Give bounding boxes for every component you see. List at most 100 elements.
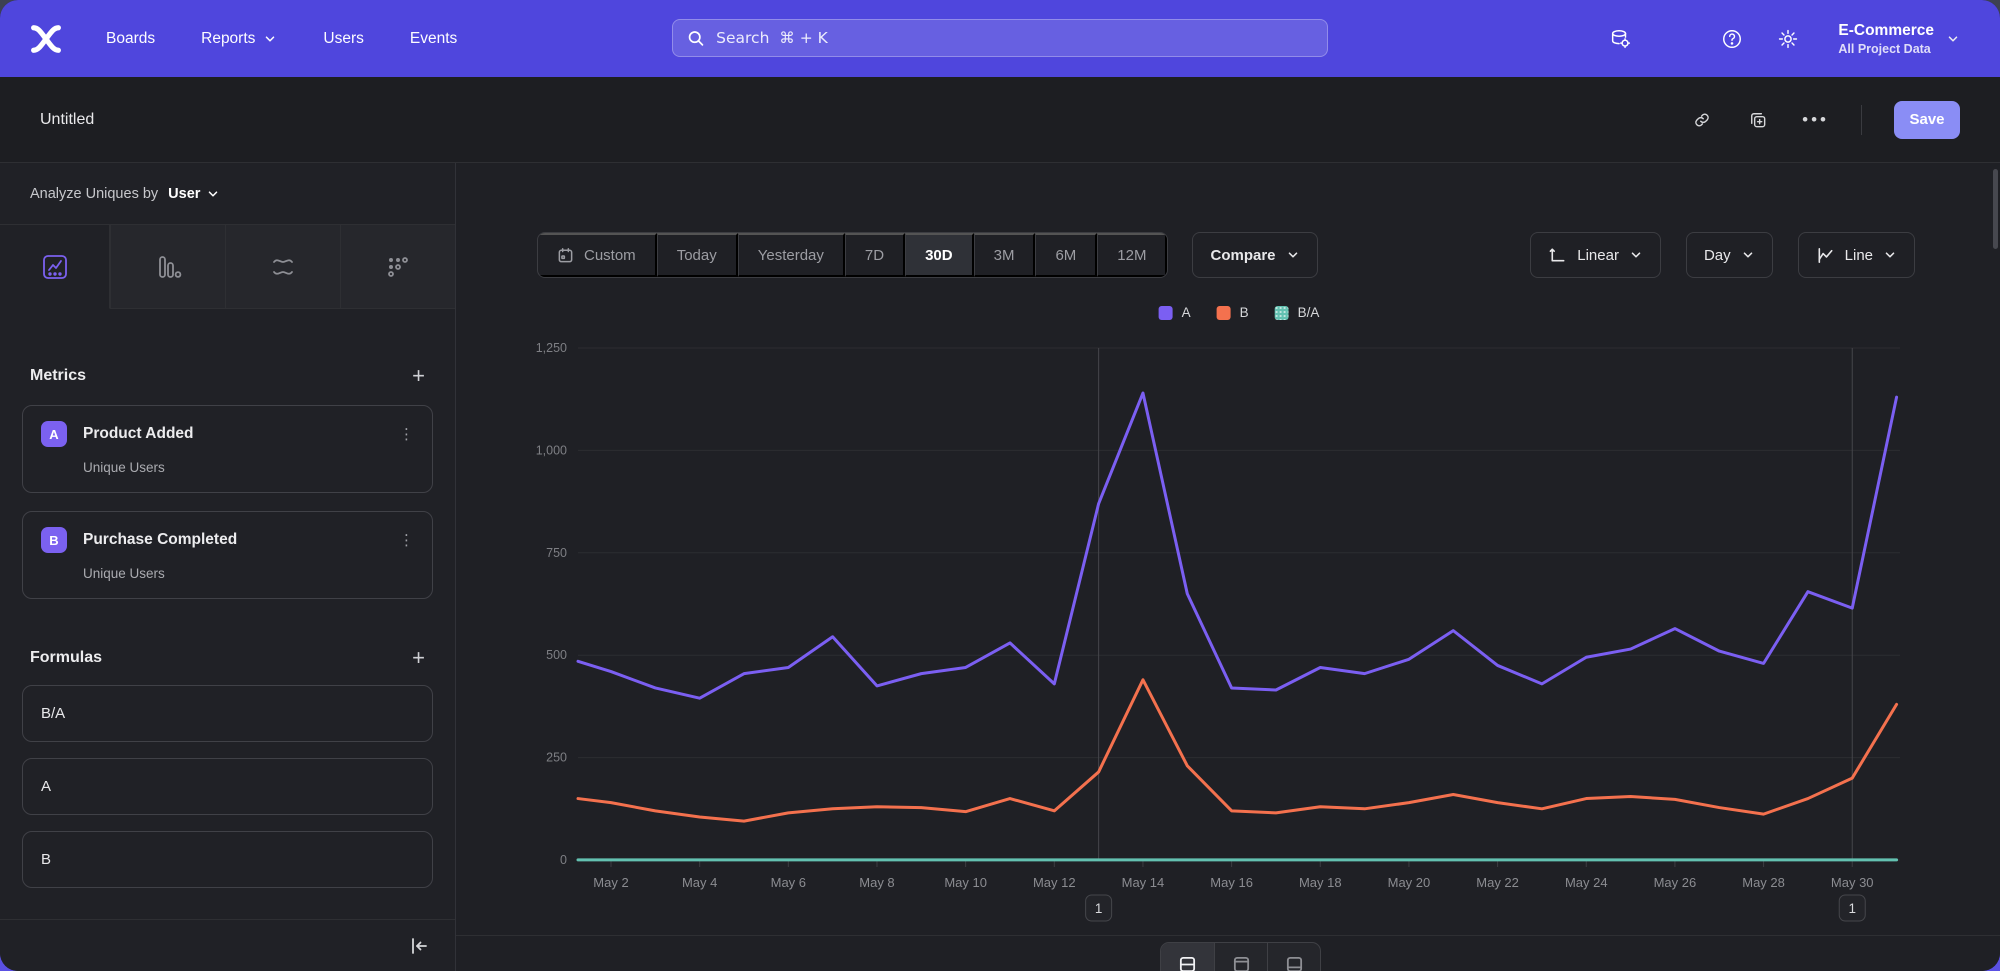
title-actions: ••• Save	[1690, 100, 1960, 139]
legend-item-b[interactable]: B	[1216, 305, 1249, 320]
tab-flows[interactable]	[225, 225, 340, 309]
report-title-bar: Untitled ••• Save	[0, 77, 2000, 163]
compare-button[interactable]: Compare	[1192, 232, 1318, 278]
metric-name: Purchase Completed	[83, 531, 238, 548]
legend-item-ba[interactable]: B/A	[1274, 305, 1319, 320]
scale-label: Linear	[1577, 246, 1619, 264]
report-canvas: Custom Today Yesterday 7D 30D 3M 6M 12M …	[456, 163, 2000, 971]
chevron-down-icon	[1288, 252, 1297, 258]
layout-chart-view-button[interactable]	[1214, 943, 1267, 971]
nav-item-events[interactable]: Events	[410, 30, 457, 48]
add-formula-button[interactable]: +	[412, 645, 425, 670]
date-range-30d[interactable]: 30D	[905, 233, 974, 277]
save-button[interactable]: Save	[1894, 100, 1960, 139]
legend-swatch	[1216, 305, 1231, 320]
search-input[interactable]	[716, 29, 1313, 47]
metric-card-b[interactable]: B Purchase Completed ⋮ Unique Users	[22, 511, 433, 599]
metric-badge: B	[41, 527, 67, 553]
metric-menu-icon[interactable]: ⋮	[399, 531, 414, 549]
help-icon[interactable]	[1720, 27, 1744, 51]
date-range-control: Custom Today Yesterday 7D 30D 3M 6M 12M	[537, 232, 1169, 278]
svg-text:500: 500	[546, 648, 567, 662]
chevron-down-icon	[1948, 35, 1958, 42]
nav-item-users[interactable]: Users	[323, 30, 363, 48]
chart-area: A B B/A 0 250 500 750 1,000 1,250 May 2 May 4 Ma…	[456, 290, 2000, 935]
chevron-down-icon	[1885, 252, 1895, 258]
nav-item-reports[interactable]: Reports	[201, 30, 277, 48]
funnels-icon	[159, 255, 182, 278]
project-name: E-Commerce	[1838, 21, 1934, 39]
chart-view-icon	[1233, 956, 1249, 971]
svg-text:May 28: May 28	[1742, 875, 1785, 890]
compare-label: Compare	[1210, 246, 1276, 264]
analyze-row: Analyze Uniques by User	[0, 163, 455, 225]
svg-text:May 6: May 6	[771, 875, 806, 890]
more-options-icon[interactable]: •••	[1802, 109, 1829, 129]
project-selector[interactable]: E-Commerce All Project Data	[1838, 22, 1960, 56]
metric-menu-icon[interactable]: ⋮	[399, 425, 414, 443]
scrollbar-thumb[interactable]	[1993, 169, 1998, 249]
settings-gear-icon[interactable]	[1776, 27, 1800, 51]
legend-swatch	[1274, 305, 1289, 320]
date-range-3m[interactable]: 3M	[973, 233, 1036, 277]
metric-card-a[interactable]: A Product Added ⋮ Unique Users	[22, 405, 433, 493]
layout-split-view-button[interactable]	[1161, 943, 1214, 971]
data-management-icon[interactable]	[1608, 27, 1632, 51]
formula-card[interactable]: A	[22, 758, 433, 815]
date-range-label: Today	[676, 246, 717, 264]
date-range-today[interactable]: Today	[656, 233, 738, 277]
svg-text:May 8: May 8	[859, 875, 894, 890]
metric-measurement[interactable]: Unique Users	[83, 460, 165, 475]
formula-expression: B/A	[41, 705, 66, 722]
collapse-sidebar-icon[interactable]	[409, 936, 429, 956]
chart-type-dropdown[interactable]: Line	[1797, 232, 1915, 278]
copy-link-icon[interactable]	[1690, 108, 1714, 132]
calendar-icon	[558, 247, 573, 262]
date-range-6m[interactable]: 6M	[1035, 233, 1098, 277]
legend-swatch	[1158, 305, 1173, 320]
report-title[interactable]: Untitled	[40, 110, 95, 128]
svg-text:1: 1	[1095, 901, 1103, 916]
apps-grid-icon[interactable]	[1664, 27, 1688, 51]
date-range-label: Yesterday	[757, 246, 824, 264]
report-type-tabs	[0, 225, 455, 309]
metrics-header: Metrics +	[22, 365, 433, 387]
analyze-entity-dropdown[interactable]: User	[168, 186, 220, 202]
nav-item-boards[interactable]: Boards	[106, 30, 155, 48]
date-range-label: 7D	[864, 246, 885, 264]
line-chart-icon	[1818, 247, 1833, 263]
duplicate-icon[interactable]	[1746, 108, 1770, 132]
line-chart[interactable]: 0 250 500 750 1,000 1,250 May 2 May 4 May 6 May 8…	[456, 290, 2000, 935]
tab-insights[interactable]	[0, 225, 110, 309]
axis-scale-icon	[1549, 248, 1565, 262]
chevron-down-icon	[1743, 252, 1752, 258]
add-metric-button[interactable]: +	[412, 363, 425, 388]
nav-right-cluster: E-Commerce All Project Data	[1608, 22, 1960, 56]
scale-dropdown[interactable]: Linear	[1530, 232, 1661, 278]
date-range-label: 30D	[925, 246, 953, 264]
table-view-icon	[1286, 956, 1302, 971]
global-search[interactable]	[672, 19, 1328, 57]
divider	[1861, 104, 1862, 135]
chevron-down-icon	[1631, 252, 1641, 258]
interval-dropdown[interactable]: Day	[1685, 232, 1773, 278]
legend-item-a[interactable]: A	[1158, 305, 1191, 320]
date-range-label: 3M	[993, 246, 1015, 264]
layout-table-view-button[interactable]	[1267, 943, 1320, 971]
svg-text:May 16: May 16	[1210, 875, 1253, 890]
formulas-header: Formulas +	[22, 647, 433, 669]
content: Analyze Uniques by User	[0, 163, 2000, 971]
formula-card[interactable]: B	[22, 831, 433, 888]
metric-measurement[interactable]: Unique Users	[83, 566, 165, 581]
formula-expression: B	[41, 851, 52, 868]
tab-funnels[interactable]	[110, 225, 225, 309]
nav-item-label: Reports	[201, 29, 256, 47]
date-range-7d[interactable]: 7D	[844, 233, 906, 277]
query-sidebar: Analyze Uniques by User	[0, 163, 456, 971]
date-range-yesterday[interactable]: Yesterday	[737, 233, 845, 277]
mixpanel-logo[interactable]	[28, 21, 64, 57]
formula-card[interactable]: B/A	[22, 685, 433, 742]
tab-retention[interactable]	[340, 225, 455, 309]
date-range-12m[interactable]: 12M	[1097, 233, 1168, 277]
date-range-custom[interactable]: Custom	[538, 233, 657, 277]
